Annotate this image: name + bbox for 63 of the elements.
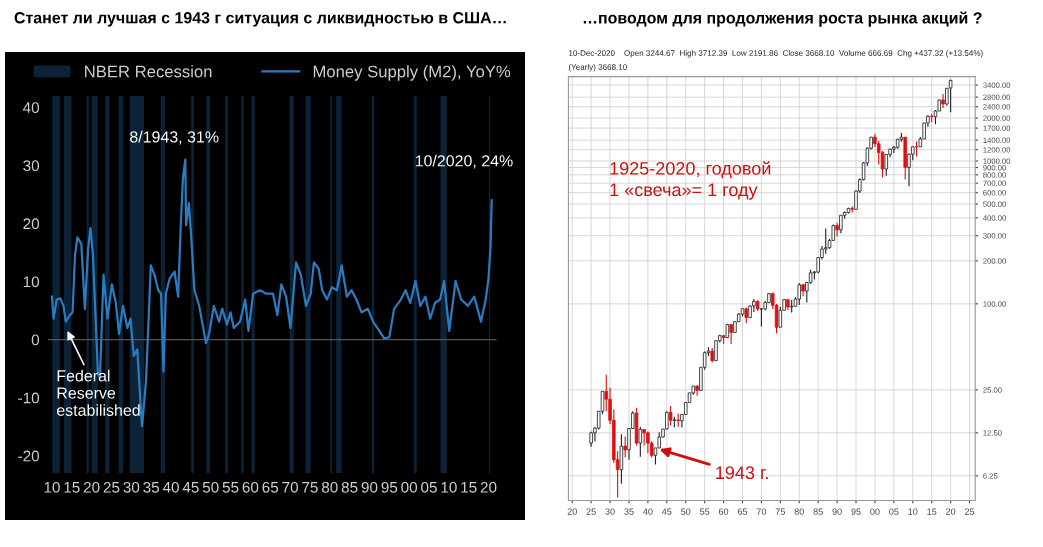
x-tick-label: 90 <box>361 481 378 493</box>
text: (Yearly) 3668.10 <box>568 63 627 72</box>
annotation: 1925-2020, годовой 1 «свеча»= 1 году <box>610 161 771 200</box>
legend-label: NBER Recession <box>85 65 212 78</box>
x-tick-label: 05 <box>421 481 437 493</box>
x-tick-label: 20 <box>946 508 956 515</box>
x-tick-label: 20 <box>83 481 100 493</box>
x-tick-label: 45 <box>182 482 199 493</box>
x-tick-label: 10 <box>44 481 60 493</box>
x-tick-label: 30 <box>123 481 140 493</box>
x-tick-label: 60 <box>719 508 729 515</box>
y-tick-label: 30 <box>23 160 40 172</box>
x-tick-label: 85 <box>813 508 823 515</box>
y-tick-label: 0 <box>31 334 40 346</box>
text: 10-Dec-2020 Open 3244.67 High 3712.39 Low 2191.86 Close 3668.10 Volume 666.69 Chg +437.32 (+13.54%) <box>569 49 983 58</box>
x-tick-label: 10 <box>441 481 457 493</box>
chart-title: Станет ли лучшая с 1943 г ситуация с ликвидностью в США… <box>14 12 506 27</box>
x-tick-label: 85 <box>341 481 358 493</box>
annotation: 8/1943, 31% <box>130 130 219 145</box>
x-tick-label: 65 <box>262 481 279 493</box>
x-tick-label: 25 <box>964 508 975 515</box>
x-tick-label: 10 <box>908 508 918 515</box>
y-tick-label: -10 <box>18 392 40 404</box>
chart-title: …поводом для продолжения роста рынка акций ? <box>583 11 982 27</box>
x-tick-label: 00 <box>401 481 418 493</box>
x-tick-label: 55 <box>700 508 710 515</box>
x-tick-label: 05 <box>889 508 899 515</box>
annotation: 10/2020, 24% <box>415 154 513 169</box>
x-tick-label: 70 <box>282 481 298 493</box>
x-tick-label: 70 <box>756 508 767 515</box>
x-tick-label: 50 <box>202 481 219 493</box>
y-tick-label: 20 <box>23 218 40 230</box>
x-tick-label: 80 <box>794 508 804 515</box>
x-tick-label: 40 <box>162 481 179 493</box>
y-tick-label: -20 <box>18 450 40 462</box>
x-tick-label: 25 <box>103 481 120 493</box>
x-tick-label: 25 <box>586 508 596 515</box>
annotation: Federal Reserve estabilished <box>56 369 140 416</box>
x-tick-label: 65 <box>737 508 748 515</box>
x-tick-label: 15 <box>461 482 477 493</box>
x-tick-label: 00 <box>870 508 880 515</box>
x-tick-label: 95 <box>381 481 398 493</box>
annotation: 1943 г. <box>716 466 768 480</box>
y-tick-label: 40 <box>23 102 40 114</box>
x-tick-label: 35 <box>143 481 160 493</box>
y-tick-label: 10 <box>23 276 40 288</box>
x-tick-label: 75 <box>302 482 318 493</box>
legend-label: Money Supply (M2), YoY% <box>313 65 511 81</box>
x-tick-label: 45 <box>662 508 672 515</box>
x-tick-label: 15 <box>927 508 937 515</box>
x-tick-label: 20 <box>480 481 497 493</box>
x-tick-label: 55 <box>222 482 239 493</box>
x-tick-label: 20 <box>567 508 577 515</box>
x-tick-label: 15 <box>64 482 80 493</box>
x-tick-label: 90 <box>832 508 842 515</box>
x-tick-label: 95 <box>851 508 861 515</box>
x-tick-label: 75 <box>775 508 785 515</box>
x-tick-label: 60 <box>242 481 259 493</box>
x-tick-label: 50 <box>681 508 691 515</box>
x-tick-label: 80 <box>321 481 338 493</box>
x-tick-label: 35 <box>624 508 634 515</box>
x-tick-label: 30 <box>605 508 615 515</box>
x-tick-label: 40 <box>643 508 653 515</box>
